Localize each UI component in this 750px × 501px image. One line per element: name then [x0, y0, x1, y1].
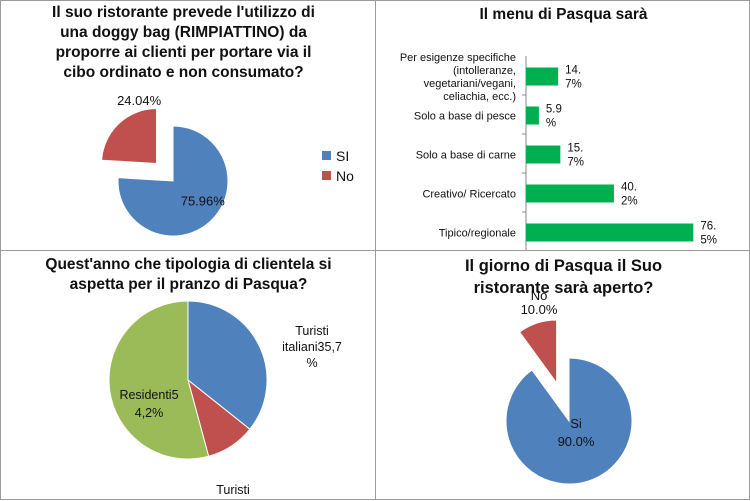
pie-slice-si	[505, 357, 633, 485]
category-label: (intolleranze,	[453, 65, 516, 77]
title-line: cibo ordinato e non consumato?	[63, 64, 304, 81]
slice-label-residenti: 4,2%	[135, 406, 164, 420]
legend-label-si: SI	[336, 148, 349, 164]
pie-slice-turisti-italiani	[187, 300, 268, 430]
pie-slice-no	[101, 108, 158, 165]
data-label-no: 10.0%	[521, 302, 558, 317]
data-label: 7%	[567, 157, 584, 169]
legend-label-no: No	[336, 168, 354, 184]
data-label: 5%	[700, 235, 717, 247]
panel-doggy-bag: Il suo ristorante prevede l'utilizzo di …	[0, 0, 376, 251]
title-line: aspetta per il pranzo di Pasqua?	[69, 276, 308, 293]
data-label: 14.	[565, 65, 581, 77]
category-label: Creativo/ Ricercato	[422, 189, 516, 201]
data-label: 15.	[567, 143, 583, 155]
data-label: %	[546, 118, 556, 130]
bar-5	[526, 223, 694, 242]
doggy-bag-pie-chart: 75.96% 24.04% SI No	[101, 93, 354, 237]
bar-4	[526, 184, 614, 203]
legend-swatch-si	[322, 151, 331, 160]
doggy-bag-title: Il suo ristorante prevede l'utilizzo di …	[11, 3, 356, 83]
title-line: Quest'anno che tipologia di clientela si	[45, 256, 332, 273]
pie-slice-residenti	[108, 300, 210, 460]
category-label: vegetariani/vegani,	[424, 78, 516, 90]
title-line: proporre ai clienti per portare via il	[55, 44, 312, 61]
data-label-si: 75.96%	[181, 194, 226, 209]
slice-label-si: Si	[570, 416, 582, 431]
slice-label-residenti: Residenti5	[119, 388, 178, 402]
data-label-si: 90.0%	[558, 434, 595, 449]
bar-3	[526, 145, 561, 164]
title-line: Il giorno di Pasqua il Suo	[464, 257, 663, 275]
title-line: ristorante sarà aperto?	[473, 279, 654, 297]
menu-bar-chart: Per esigenze specifiche(intolleranze,veg…	[400, 52, 717, 252]
data-label: 40.	[621, 182, 637, 194]
title-line: una doggy bag (RIMPIATTINO) da	[60, 24, 307, 41]
category-label: Per esigenze specifiche	[400, 52, 516, 64]
pie-slice-si	[117, 125, 229, 237]
bar-2	[526, 106, 539, 125]
menu-title: Il menu di Pasqua sarà	[479, 6, 648, 23]
clientela-title: Quest'anno che tipologia di clientela si…	[11, 255, 366, 295]
panel-menu-pasqua: Il menu di Pasqua sarà Per esigenze spec…	[375, 0, 750, 252]
slice-label-turisti-italiani: %	[306, 356, 317, 370]
panel-apertura: Si 90.0% No 10.0% Il giorno di Pasqua il Su…	[375, 250, 750, 500]
title-line: Il suo ristorante prevede l'utilizzo di	[52, 4, 315, 21]
slice-label-turisti: Turisti	[216, 483, 250, 497]
data-label: 76.	[700, 221, 716, 233]
legend-swatch-no	[322, 171, 331, 180]
data-label: 7%	[565, 79, 582, 91]
pie-slice-no	[518, 319, 558, 385]
data-label: 5.9	[546, 104, 562, 116]
clientela-pie-chart: Turisti italiani35,7% Turisti Residenti5 4,2…	[108, 300, 342, 497]
slice-label-no: No	[531, 288, 548, 303]
category-label: celiachia, ecc.)	[443, 91, 516, 103]
panel-clientela: Quest'anno che tipologia di clientela si…	[0, 250, 376, 500]
category-label: Solo a base di carne	[416, 150, 516, 162]
category-label: Tipico/regionale	[439, 228, 516, 240]
slice-label-turisti-italiani: Turisti	[295, 324, 329, 338]
data-label-no: 24.04%	[117, 93, 162, 108]
bar-1	[526, 67, 559, 86]
category-label: Solo a base di pesce	[414, 111, 516, 123]
slice-label-turisti-italiani: italiani35,7	[282, 340, 342, 354]
data-label: 2%	[621, 196, 638, 208]
apertura-title: Il giorno di Pasqua il Suo ristorante sa…	[376, 255, 750, 299]
